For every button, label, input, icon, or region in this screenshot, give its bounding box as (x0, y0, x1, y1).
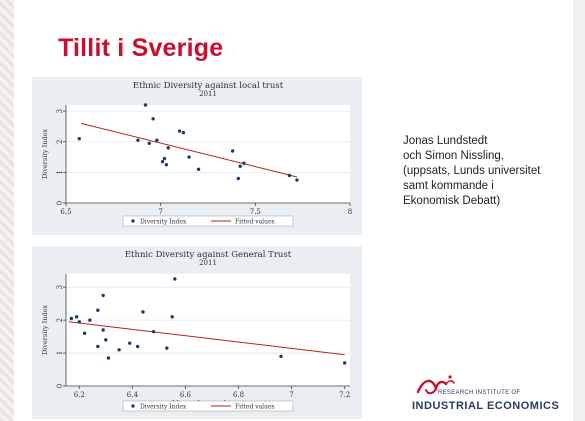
y-tick-label: 1 (56, 170, 64, 174)
x-tick-label: 7 (289, 391, 293, 399)
data-point (106, 356, 111, 360)
y-tick-label: 2 (56, 140, 64, 144)
data-point (164, 163, 169, 167)
y-tick-label: 2 (56, 318, 64, 322)
data-point (151, 329, 156, 334)
y-tick-label: 1 (56, 351, 64, 355)
data-point (136, 138, 140, 142)
legend-label-fitted: Fitted values (235, 404, 275, 411)
decorative-left-border (0, 0, 14, 421)
legend-marker-diversity (131, 219, 135, 223)
data-point (238, 164, 242, 168)
logo-swirl-icon (416, 375, 455, 395)
data-point (242, 161, 246, 165)
data-point (77, 136, 81, 141)
chart-general-trust-svg: Ethnic Diversity against General Trust20… (41, 250, 350, 412)
data-point (151, 117, 155, 121)
x-tick-label: 6.8 (233, 391, 244, 399)
data-point (96, 308, 100, 312)
slide-title: Tillit i Sverige (58, 34, 224, 62)
y-axis-label: Diversity Index (41, 305, 49, 355)
data-point (236, 176, 240, 181)
author-text: Jonas Lundstedt och Simon Nissling, (upp… (403, 134, 583, 209)
legend-label-diversity: Diversity Index (140, 404, 187, 411)
x-tick-label: 6.2 (74, 391, 85, 399)
author-line: och Simon Nissling, (403, 150, 504, 162)
chart-local-trust-svg: Ethnic Diversity against local trust2011… (41, 81, 352, 227)
data-point (96, 344, 100, 349)
legend-box (122, 215, 294, 227)
ifn-logo: RESEARCH INSTITUTE OF INDUSTRIAL ECONOMI… (410, 374, 560, 414)
author-line: Jonas Lundstedt (403, 135, 488, 147)
y-tick-label: 3 (56, 285, 64, 289)
chart-title: Ethnic Diversity against General Trust (125, 250, 292, 260)
data-point (128, 341, 132, 345)
y-axis-label: Diversity Index (41, 129, 49, 179)
data-point (141, 310, 145, 314)
data-point (196, 167, 201, 172)
data-point (295, 178, 299, 182)
x-tick-label: 7.5 (250, 208, 261, 216)
data-point (166, 146, 170, 150)
chart-general-trust: Ethnic Diversity against General Trust 20… (32, 246, 362, 419)
y-tick-label: 0 (56, 201, 64, 205)
data-point (135, 344, 140, 349)
data-point (101, 293, 105, 298)
author-line: Ekonomisk Debatt) (403, 195, 501, 207)
chart-subtitle: 2011 (199, 90, 217, 98)
data-point (287, 173, 292, 178)
legend-label-diversity: Diversity Index (140, 219, 187, 226)
x-tick-label: 7.2 (339, 391, 350, 399)
data-point (177, 129, 182, 133)
decorative-right-border (573, 0, 585, 421)
y-tick-label: 3 (56, 109, 64, 113)
data-point (187, 155, 191, 159)
data-point (173, 277, 177, 281)
data-point (147, 141, 152, 145)
legend-box (122, 400, 294, 412)
plot-area (66, 105, 350, 203)
data-point (69, 316, 74, 321)
data-point (104, 338, 108, 342)
legend-label-fitted: Fitted values (235, 219, 275, 226)
logo-line-2: INDUSTRIAL ECONOMICS (412, 400, 560, 412)
data-point (165, 346, 169, 350)
data-point (160, 159, 165, 164)
logo-line-1: RESEARCH INSTITUTE OF (438, 390, 521, 396)
x-tick-label: 6.6 (180, 391, 192, 399)
data-point (342, 361, 347, 365)
data-point (143, 103, 148, 107)
data-point (155, 138, 159, 142)
data-point (162, 156, 167, 161)
data-point (88, 318, 92, 322)
fitted-line (81, 122, 298, 178)
x-tick-label: 7 (158, 208, 162, 216)
x-tick-label: 6.5 (60, 208, 71, 216)
data-point (77, 320, 81, 324)
chart-subtitle: 2011 (199, 259, 217, 267)
fitted-line (68, 321, 345, 356)
chart-local-trust: Ethnic Diversity against local trust 2011… (32, 77, 362, 235)
data-point (117, 348, 121, 352)
chart-title: Ethnic Diversity against local trust (133, 81, 284, 91)
data-point (230, 149, 235, 153)
x-tick-label: 8 (348, 208, 352, 216)
data-point (101, 328, 105, 332)
legend-marker-diversity (131, 404, 135, 408)
x-tick-label: 6.4 (127, 391, 139, 399)
plot-area (66, 274, 350, 386)
y-tick-label: 0 (56, 384, 64, 388)
author-line: (uppsats, Lunds universitet (403, 165, 541, 177)
data-point (181, 130, 186, 135)
data-point (170, 315, 174, 319)
author-line: samt kommande i (403, 180, 494, 192)
data-point (74, 315, 79, 319)
data-point (279, 354, 283, 359)
data-point (82, 331, 87, 335)
